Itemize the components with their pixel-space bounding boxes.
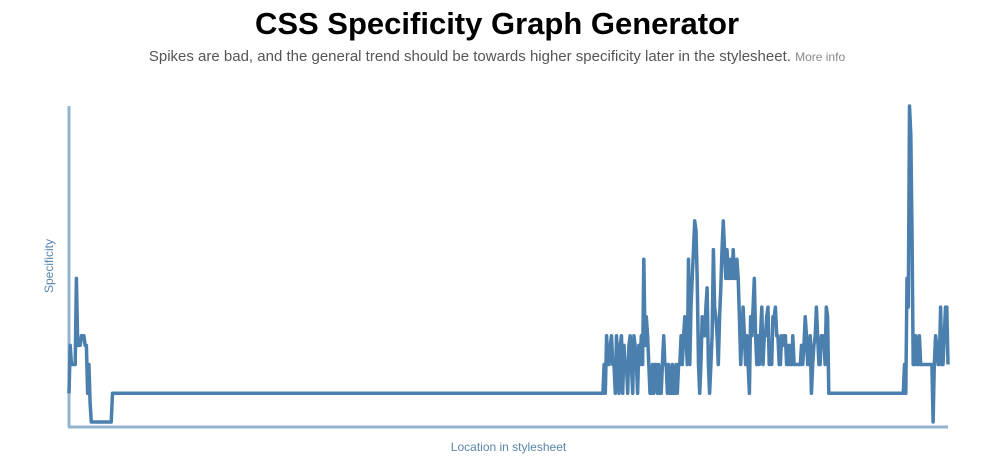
page-subtitle: Spikes are bad, and the general trend sh… <box>0 48 994 65</box>
chart-labels: Location in stylesheet Specificity <box>42 239 567 454</box>
more-info-link[interactable]: More info <box>795 50 846 64</box>
x-axis-label: Location in stylesheet <box>451 440 567 454</box>
page-title: CSS Specificity Graph Generator <box>254 6 740 41</box>
chart-axes <box>67 106 948 429</box>
subtitle-text: Spikes are bad, and the general trend sh… <box>148 48 791 65</box>
specificity-series-line <box>67 104 950 424</box>
y-axis-label: Specificity <box>42 239 56 293</box>
chart-series <box>67 104 950 424</box>
